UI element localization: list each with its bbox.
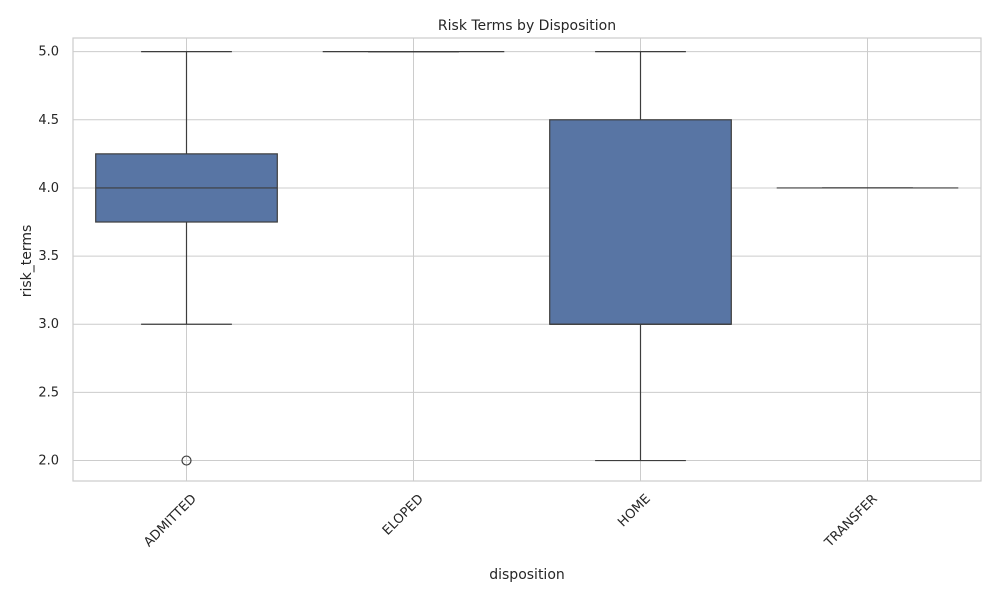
y-tick-label: 2.5 (38, 385, 59, 400)
box-admitted (95, 51, 278, 466)
y-tick-label: 4.0 (38, 181, 59, 196)
y-tick-labels: 2.0 2.5 3.0 3.5 4.0 4.5 5.0 (38, 45, 59, 469)
x-tick-label: ADMITTED (141, 492, 200, 551)
y-tick-label: 5.0 (38, 45, 59, 60)
x-tick-label: HOME (615, 492, 654, 531)
x-tick-label: TRANSFER (821, 492, 880, 551)
grid-layer (73, 38, 981, 481)
y-tick-label: 4.5 (38, 113, 59, 128)
x-tick-label: ELOPED (380, 492, 427, 539)
y-axis-label: risk_terms (19, 225, 35, 298)
iqr-box (549, 119, 732, 325)
y-tick-label: 2.0 (38, 454, 59, 469)
x-tick-labels: ADMITTED ELOPED HOME TRANSFER (141, 492, 881, 551)
y-tick-label: 3.0 (38, 317, 59, 332)
plot-frame (72, 37, 982, 482)
box-home (549, 51, 732, 462)
box-layer (95, 51, 959, 466)
y-tick-label: 3.5 (38, 249, 59, 264)
chart-title: Risk Terms by Disposition (438, 18, 616, 34)
x-axis-label: disposition (489, 567, 565, 583)
outlier-point (181, 455, 192, 466)
